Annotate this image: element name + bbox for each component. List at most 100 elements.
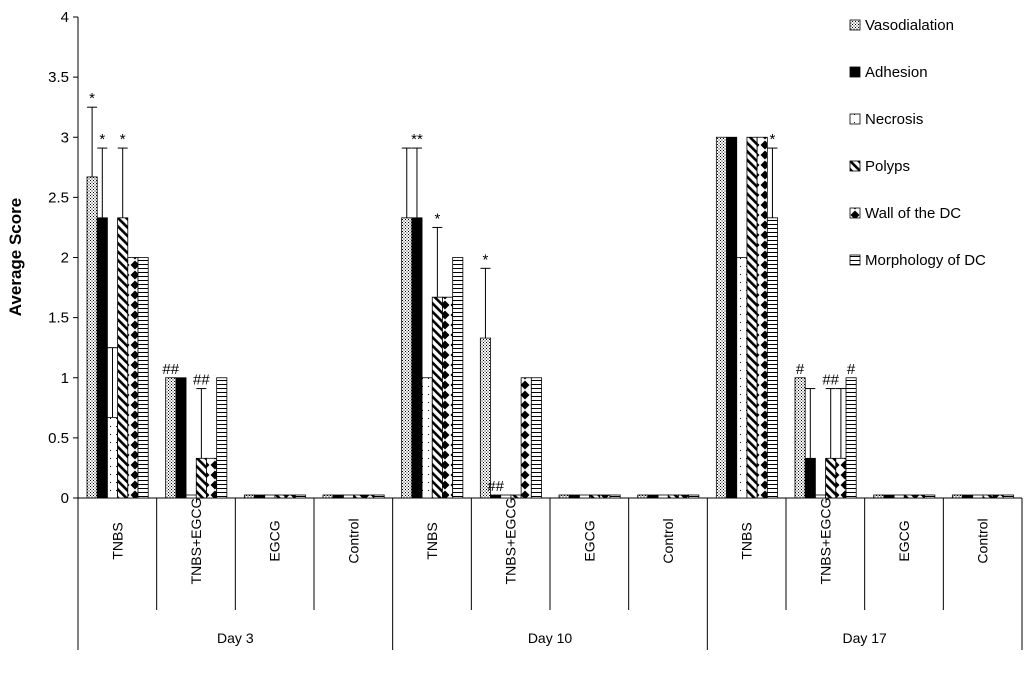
bar-necrosis [736,257,748,499]
bar-morphology-of-dc [766,217,778,499]
bar-wall-of-the-dc [992,494,1004,499]
bar-wall-of-the-dc [520,377,532,499]
legend-label: Wall of the DC [865,205,961,222]
bar-morphology-of-dc [688,494,700,499]
bar-morphology-of-dc [924,494,936,499]
significance-label: ## [487,478,504,495]
x-group-label: Day 17 [842,630,887,646]
bar-morphology-of-dc [530,377,542,499]
bar-vasodialation [322,494,334,499]
y-tick-label: 0 [61,490,69,507]
x-category-label: Control [975,518,991,563]
y-tick-label: 4 [61,9,69,26]
bar-vasodialation [794,377,806,499]
bar-adhesion [490,494,502,499]
bar-morphology-of-dc [609,494,621,499]
bar-polyps [510,494,522,499]
bar-wall-of-the-dc [284,494,296,499]
bar-adhesion [883,494,895,499]
significance-label: ## [822,372,839,389]
bar-wall-of-the-dc [206,457,218,499]
bar-polyps [667,494,679,499]
x-category-label: Control [660,518,676,563]
bar-wall-of-the-dc [442,296,454,499]
bar-wall-of-the-dc [127,257,139,499]
x-category-label: TNBS [109,522,125,559]
bar-necrosis [185,494,197,499]
x-category-label: TNBS+EGCG [503,498,519,585]
x-category-label: TNBS [424,522,440,559]
bar-vasodialation [243,494,255,499]
bar-polyps [353,494,365,499]
bar-adhesion [332,494,344,499]
significance-label: ## [193,372,210,389]
bar-necrosis [579,494,591,499]
bar-morphology-of-dc [1002,494,1014,499]
x-group-label: Day 10 [528,630,573,646]
bar-vasodialation [715,136,727,499]
x-category-label: EGCG [896,520,912,561]
bar-wall-of-the-dc [678,494,690,499]
bar-necrosis [657,494,669,499]
bar-polyps [903,494,915,499]
significance-label: * [434,210,440,227]
significance-label: ## [162,361,179,378]
bar-necrosis [264,494,276,499]
y-tick-label: 3.5 [48,69,69,86]
bar-wall-of-the-dc [756,136,768,499]
x-category-label: TNBS+EGCG [817,498,833,585]
bar-polyps [746,136,758,499]
bar-wall-of-the-dc [363,494,375,499]
bar-vasodialation [637,494,649,499]
bar-vasodialation [951,494,963,499]
legend-swatch [849,160,861,172]
bar-adhesion [254,494,266,499]
bar-morphology-of-dc [216,377,228,499]
bar-necrosis [972,494,984,499]
bar-necrosis [107,417,119,499]
bar-vasodialation [165,377,177,499]
bar-polyps [825,457,837,499]
significance-label: * [89,90,95,107]
bar-adhesion [962,494,974,499]
legend-swatch [849,113,861,125]
bar-vasodialation [86,176,98,499]
legend-label: Morphology of DC [865,252,986,269]
legend-label: Polyps [865,158,910,175]
bar-morphology-of-dc [845,377,857,499]
legend-swatch [849,207,861,219]
significance-label: ** [411,131,423,148]
bar-adhesion [647,494,659,499]
bar-necrosis [421,377,433,499]
bar-vasodialation [401,217,413,499]
bar-morphology-of-dc [137,257,149,499]
bar-adhesion [411,217,423,499]
legend-swatch [849,66,861,78]
legend-swatch [849,254,861,266]
x-category-label: EGCG [581,520,597,561]
bar-morphology-of-dc [373,494,385,499]
significance-label: * [99,131,105,148]
significance-label: # [847,361,856,378]
x-category-label: TNBS [739,522,755,559]
bar-polyps [274,494,286,499]
legend-label: Vasodialation [865,17,954,34]
y-tick-label: 1.5 [48,310,69,327]
y-tick-label: 0.5 [48,430,69,447]
bar-vasodialation [479,337,491,499]
bar-vasodialation [873,494,885,499]
y-tick-label: 2 [61,250,69,267]
bar-adhesion [96,217,108,499]
significance-label: * [770,131,776,148]
bar-polyps [589,494,601,499]
y-axis-title: Average Score [6,198,25,316]
bar-morphology-of-dc [294,494,306,499]
significance-label: * [483,251,489,268]
significance-label: * [120,131,126,148]
y-tick-label: 2.5 [48,189,69,206]
bar-necrosis [815,494,827,499]
bar-adhesion [568,494,580,499]
bar-wall-of-the-dc [914,494,926,499]
